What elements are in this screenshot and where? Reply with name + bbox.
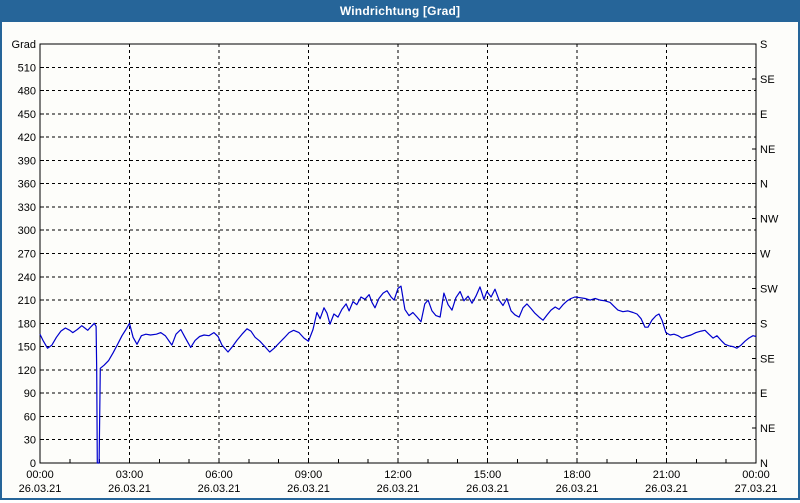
y-right-tick-label: E — [760, 388, 767, 400]
x-date-label: 26.03.21 — [556, 483, 599, 495]
y-left-tick-label: 90 — [24, 388, 36, 400]
y-right-tick-label: SE — [760, 74, 775, 86]
y-right-tick-label: N — [760, 179, 768, 191]
y-left-tick-label: 420 — [18, 132, 36, 144]
y-left-tick-label: 330 — [18, 202, 36, 214]
x-date-label: 26.03.21 — [108, 483, 151, 495]
x-time-label: 00:00 — [742, 469, 770, 481]
x-date-label: 27.03.21 — [735, 483, 778, 495]
y-left-tick-label: 240 — [18, 272, 36, 284]
y-right-tick-label: NE — [760, 144, 775, 156]
x-time-label: 18:00 — [563, 469, 591, 481]
y-right-tick-label: NW — [760, 214, 779, 226]
x-date-label: 26.03.21 — [19, 483, 62, 495]
series-line-windrichtung — [39, 285, 757, 464]
y-left-tick-label: 180 — [18, 318, 36, 330]
x-date-label: 26.03.21 — [377, 483, 420, 495]
y-left-tick-label: 270 — [18, 249, 36, 261]
y-left-tick-label: 150 — [18, 342, 36, 354]
chart-area: 0 30 60 90 120 150 180 210 240 270 300 330 360 390 420… — [2, 22, 798, 498]
y-right-tick-label: SE — [760, 353, 775, 365]
x-date-label: 26.03.21 — [287, 483, 330, 495]
y-axis-unit-label: Grad — [12, 39, 36, 51]
y-right-tick-label: E — [760, 109, 767, 121]
x-time-label: 12:00 — [384, 469, 412, 481]
y-right-tick-label: SW — [760, 283, 778, 295]
x-date-label: 26.03.21 — [198, 483, 241, 495]
x-time-label: 09:00 — [295, 469, 323, 481]
y-left-tick-label: 480 — [18, 86, 36, 98]
y-left-tick-label: 300 — [18, 225, 36, 237]
x-time-label: 21:00 — [653, 469, 681, 481]
y-right-tick-label: N — [760, 458, 768, 470]
x-time-label: 15:00 — [474, 469, 502, 481]
x-date-label: 26.03.21 — [645, 483, 688, 495]
y-right-tick-label: W — [760, 249, 771, 261]
x-time-label: 03:00 — [116, 469, 144, 481]
y-right-tick-label: S — [760, 39, 767, 51]
y-left-tick-label: 210 — [18, 295, 36, 307]
y-left-tick-label: 510 — [18, 62, 36, 74]
x-time-label: 00:00 — [26, 469, 54, 481]
y-left-tick-label: 450 — [18, 109, 36, 121]
y-left-tick-label: 390 — [18, 155, 36, 167]
x-time-label: 06:00 — [205, 469, 233, 481]
y-left-tick-label: 120 — [18, 365, 36, 377]
y-left-tick-label: 60 — [24, 411, 36, 423]
x-date-label: 26.03.21 — [466, 483, 509, 495]
title-bar: Windrichtung [Grad] — [0, 0, 800, 22]
y-right-tick-label: S — [760, 318, 767, 330]
y-left-tick-label: 360 — [18, 179, 36, 191]
y-left-tick-label: 0 — [30, 458, 36, 470]
y-right-tick-label: NE — [760, 423, 775, 435]
y-left-tick-label: 30 — [24, 435, 36, 447]
window-title: Windrichtung [Grad] — [339, 4, 461, 18]
wind-direction-chart: 0 30 60 90 120 150 180 210 240 270 300 330 360 390 420… — [12, 39, 779, 495]
